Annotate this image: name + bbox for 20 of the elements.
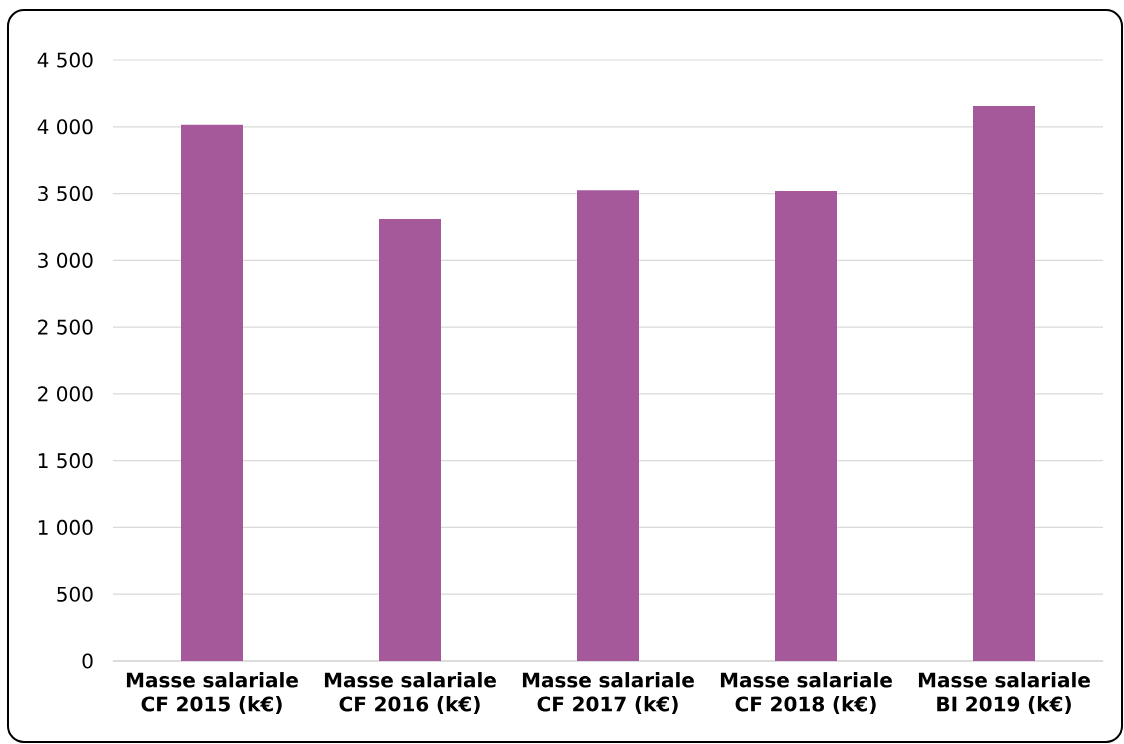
bar [379, 218, 441, 661]
bar [775, 190, 837, 661]
x-tick-label: Masse salariale CF 2017 (k€) [522, 672, 694, 714]
y-tick-label: 3 000 [38, 252, 93, 268]
y-tick-label: 4 000 [37, 119, 93, 135]
y-tick-label: 500 [57, 586, 93, 602]
y-tick-label: 3 500 [38, 185, 93, 202]
y-tick-label: 1 000 [38, 519, 93, 536]
x-tick-label: Masse salariale BI 2019 (k€) [918, 672, 1090, 714]
bar [577, 190, 639, 661]
x-tick-label: Masse salariale CF 2015 (k€) [126, 672, 298, 714]
y-tick-label: 0 [82, 653, 93, 669]
y-tick-label: 4 500 [37, 52, 93, 68]
bar [181, 124, 243, 661]
x-tick-label: Masse salariale CF 2016 (k€) [324, 672, 496, 714]
y-tick-label: 1 500 [38, 453, 93, 469]
y-tick-label: 2 000 [38, 386, 93, 402]
x-tick-label: Masse salariale CF 2018 (k€) [720, 672, 892, 714]
y-tick-label: 2 500 [38, 319, 93, 335]
bar [973, 106, 1035, 661]
